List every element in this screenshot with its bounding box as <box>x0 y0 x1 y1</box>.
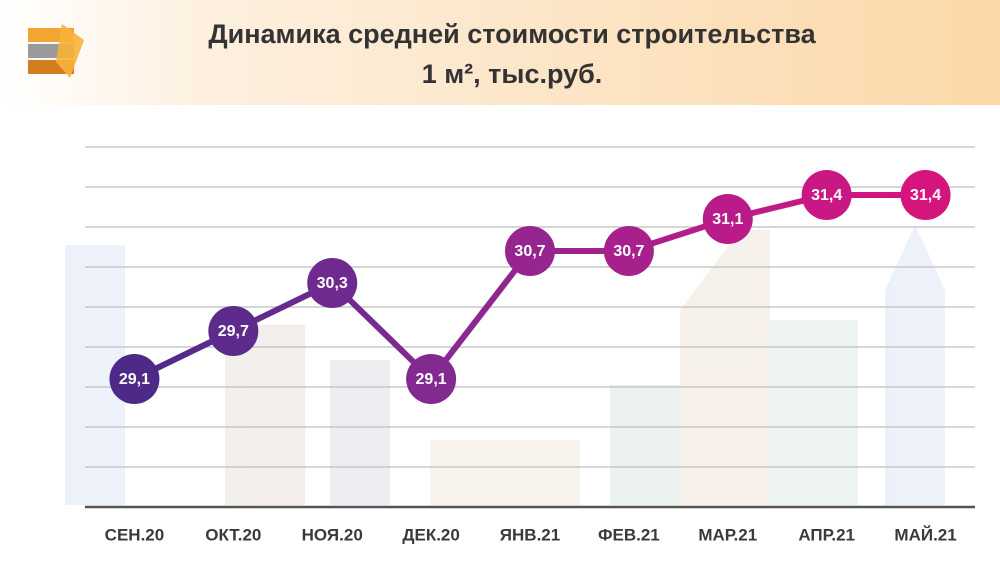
x-tick-label: ДЕК.20 <box>402 525 459 544</box>
x-tick-label: МАР.21 <box>698 525 757 544</box>
value-label: 30,7 <box>514 243 545 260</box>
logo <box>28 24 84 78</box>
chart-title: Динамика средней стоимости строительства <box>208 19 816 49</box>
point <box>406 354 457 404</box>
value-label: 29,7 <box>218 323 249 340</box>
value-label: 31,1 <box>712 211 743 228</box>
value-label: 29,1 <box>416 371 447 388</box>
x-tick-label: СЕН.20 <box>105 525 165 544</box>
value-label: 30,3 <box>317 275 348 292</box>
x-tick-label: МАЙ.21 <box>894 525 956 544</box>
point <box>801 170 852 220</box>
x-tick-label: ОКТ.20 <box>205 525 261 544</box>
x-tick-label: АПР.21 <box>798 525 855 544</box>
point <box>702 194 753 244</box>
point <box>900 170 951 220</box>
value-label: 30,7 <box>613 243 644 260</box>
point <box>307 258 358 308</box>
point <box>208 306 259 356</box>
x-tick-label: ФЕВ.21 <box>598 525 660 544</box>
point <box>505 226 555 276</box>
point <box>109 354 160 404</box>
value-label: 31,4 <box>811 187 842 204</box>
header-band <box>0 0 1000 105</box>
chart-title: 1 м², тыс.руб. <box>422 59 603 89</box>
x-tick-label: ЯНВ.21 <box>500 525 560 544</box>
x-tick-label: НОЯ.20 <box>302 525 363 544</box>
background-city <box>65 225 945 505</box>
value-label: 29,1 <box>119 371 150 388</box>
point <box>603 226 654 276</box>
value-label: 31,4 <box>910 187 941 204</box>
